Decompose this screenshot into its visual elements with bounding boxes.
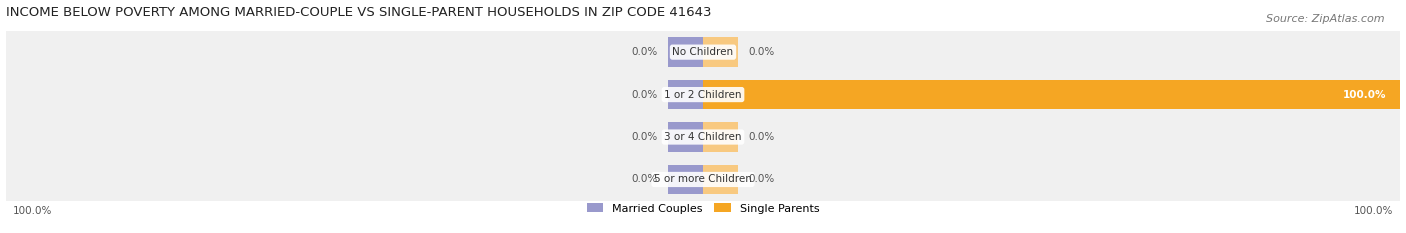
Text: 0.0%: 0.0% bbox=[631, 132, 658, 142]
Bar bbox=[668, 80, 703, 110]
Text: Source: ZipAtlas.com: Source: ZipAtlas.com bbox=[1267, 14, 1385, 24]
Text: 100.0%: 100.0% bbox=[1343, 89, 1386, 99]
Text: 0.0%: 0.0% bbox=[748, 47, 775, 57]
Bar bbox=[6, 73, 1400, 116]
Bar bbox=[668, 165, 703, 194]
Bar bbox=[703, 80, 1400, 110]
Text: 100.0%: 100.0% bbox=[13, 206, 52, 216]
Text: 0.0%: 0.0% bbox=[631, 89, 658, 99]
Bar bbox=[6, 116, 1400, 158]
Text: 5 or more Children: 5 or more Children bbox=[654, 175, 752, 185]
Bar bbox=[6, 31, 1400, 73]
Bar bbox=[6, 158, 1400, 201]
Legend: Married Couples, Single Parents: Married Couples, Single Parents bbox=[586, 203, 820, 214]
Text: 100.0%: 100.0% bbox=[1354, 206, 1393, 216]
Text: No Children: No Children bbox=[672, 47, 734, 57]
Bar bbox=[703, 165, 738, 194]
Text: 0.0%: 0.0% bbox=[748, 175, 775, 185]
Text: INCOME BELOW POVERTY AMONG MARRIED-COUPLE VS SINGLE-PARENT HOUSEHOLDS IN ZIP COD: INCOME BELOW POVERTY AMONG MARRIED-COUPL… bbox=[6, 6, 711, 19]
Text: 0.0%: 0.0% bbox=[631, 47, 658, 57]
Bar bbox=[668, 37, 703, 67]
Text: 0.0%: 0.0% bbox=[631, 175, 658, 185]
Bar bbox=[703, 122, 738, 152]
Bar bbox=[668, 122, 703, 152]
Text: 0.0%: 0.0% bbox=[748, 132, 775, 142]
Bar bbox=[703, 37, 738, 67]
Text: 1 or 2 Children: 1 or 2 Children bbox=[664, 89, 742, 99]
Text: 3 or 4 Children: 3 or 4 Children bbox=[664, 132, 742, 142]
